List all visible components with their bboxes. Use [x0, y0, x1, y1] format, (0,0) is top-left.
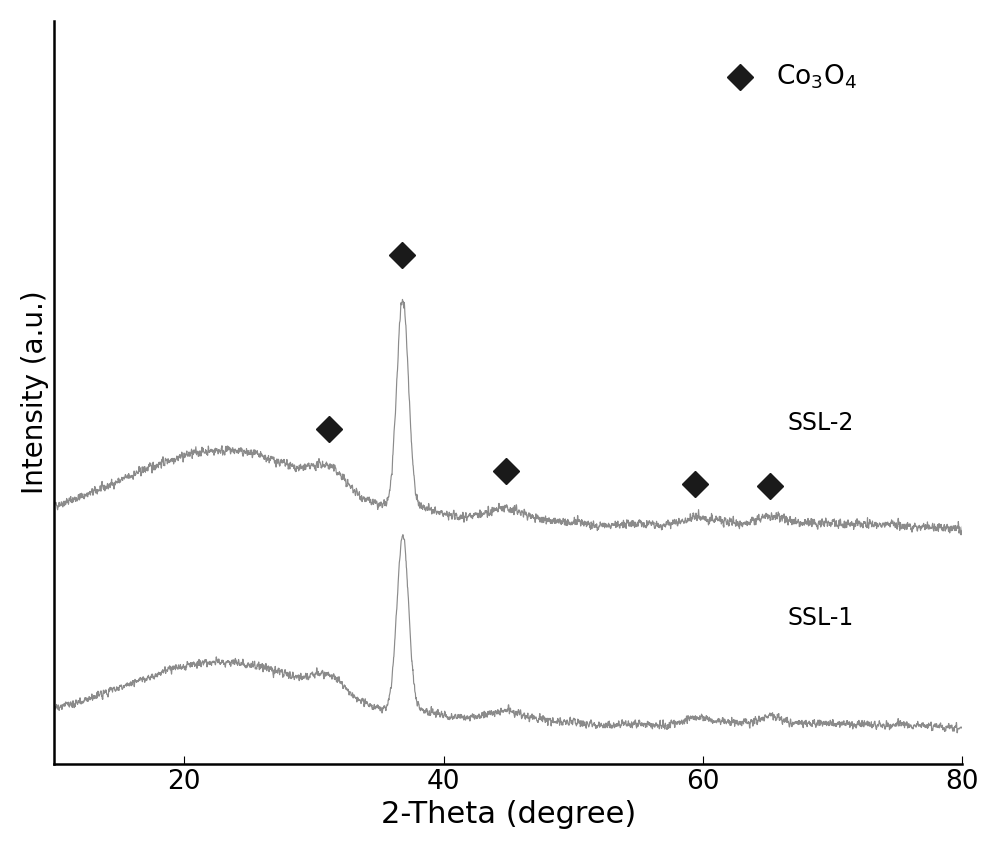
Text: SSL-2: SSL-2 — [787, 411, 854, 435]
X-axis label: 2-Theta (degree): 2-Theta (degree) — [381, 800, 636, 829]
Text: SSL-1: SSL-1 — [787, 606, 854, 630]
Text: Co$_3$O$_4$: Co$_3$O$_4$ — [776, 62, 857, 91]
Y-axis label: Intensity (a.u.): Intensity (a.u.) — [21, 291, 49, 494]
